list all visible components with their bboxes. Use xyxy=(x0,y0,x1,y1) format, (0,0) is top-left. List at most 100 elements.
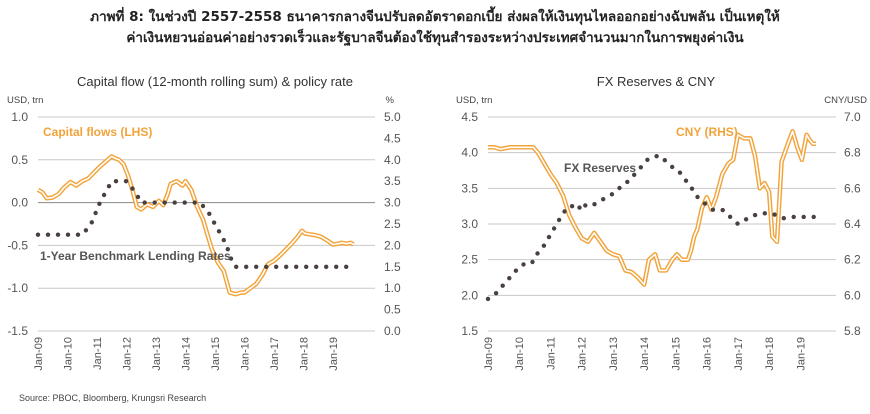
series-dot xyxy=(485,296,491,302)
x-tick-label: Jan-15 xyxy=(210,337,222,371)
series-dot xyxy=(601,197,606,202)
y-tick-label: 2.5 xyxy=(461,253,478,267)
series-dot xyxy=(546,234,552,240)
series-dot xyxy=(225,247,230,252)
series-dot xyxy=(89,220,95,225)
series-dot xyxy=(334,264,339,269)
series-dot xyxy=(83,228,89,233)
x-tick-label: Jan-18 xyxy=(298,337,310,371)
x-tick-label: Jan-14 xyxy=(639,337,651,371)
series-annotation: Capital flows (LHS) xyxy=(43,125,152,139)
series-dot xyxy=(569,204,575,209)
x-tick-label: Jan-16 xyxy=(239,337,251,371)
y-tick-label: 2.0 xyxy=(461,288,478,302)
series-dot xyxy=(513,268,519,273)
y2-tick-label: 6.8 xyxy=(844,146,861,160)
right-axis-label: % xyxy=(386,95,395,106)
series-dot xyxy=(772,212,777,217)
y2-tick-label: 2.5 xyxy=(384,217,401,231)
series-dot xyxy=(65,232,71,237)
y-tick-label: -0.5 xyxy=(7,238,28,252)
series-dot xyxy=(632,172,637,177)
series-dot xyxy=(113,179,119,184)
series-dot xyxy=(727,214,733,219)
series-dot xyxy=(625,179,630,185)
header-line-2: ค่าเงินหยวนอ่อนค่าอย่างรวดเร็วและรัฐบาลจ… xyxy=(126,30,744,46)
series-line-inner xyxy=(488,130,816,286)
y-tick-label: -1.0 xyxy=(7,281,28,295)
series-dot xyxy=(211,220,217,225)
series-dot xyxy=(583,203,588,208)
series-dot xyxy=(556,217,562,223)
y2-tick-label: 6.2 xyxy=(844,253,861,267)
series-dot xyxy=(314,264,319,269)
series-dot xyxy=(254,264,259,269)
x-tick-label: Jan-12 xyxy=(121,337,133,371)
series-dot xyxy=(55,232,61,237)
series-line-inner xyxy=(37,155,354,296)
header-line-1: ภาพที่ 8: ในช่วงปี 2557-2558 ธนาคารกลางจ… xyxy=(90,9,780,25)
y-tick-label: 1.5 xyxy=(461,324,478,338)
chart-title: FX Reserves & CNY xyxy=(597,74,716,89)
series-dot xyxy=(45,232,51,237)
series-dot xyxy=(162,200,167,205)
y2-tick-label: 5.8 xyxy=(844,324,861,338)
y2-tick-label: 5.0 xyxy=(384,110,401,124)
x-tick-label: Jan-16 xyxy=(702,337,714,371)
series-dot xyxy=(801,214,806,220)
y-tick-label: 3.0 xyxy=(461,217,478,231)
y2-tick-label: 4.5 xyxy=(384,131,401,145)
x-tick-label: Jan-11 xyxy=(545,337,557,370)
y-tick-label: 4.0 xyxy=(461,146,478,160)
series-dot xyxy=(702,201,708,206)
series-dot xyxy=(207,211,212,216)
x-tick-label: Jan-10 xyxy=(62,337,74,371)
series-dot xyxy=(182,200,187,205)
series-dot xyxy=(551,226,557,231)
x-tick-label: Jan-17 xyxy=(269,337,281,371)
series-dot xyxy=(493,291,499,296)
series-dot xyxy=(689,186,695,191)
y2-tick-label: 0.0 xyxy=(384,324,401,338)
series-dot xyxy=(234,264,239,269)
x-tick-label: Jan-09 xyxy=(483,337,495,371)
series-dot xyxy=(135,194,141,200)
series-dot xyxy=(743,217,749,222)
x-tick-label: Jan-14 xyxy=(180,337,192,371)
series-dot xyxy=(130,186,135,191)
source-note: Source: PBOC, Bloomberg, Krungsri Resear… xyxy=(19,393,207,403)
x-tick-label: Jan-15 xyxy=(670,337,682,371)
series-dot xyxy=(752,212,758,218)
series-dot xyxy=(530,259,535,265)
y2-tick-label: 6.4 xyxy=(844,217,861,231)
series-dot xyxy=(244,264,249,269)
series-dot xyxy=(677,170,683,175)
series-dot xyxy=(274,264,279,269)
series-dot xyxy=(101,192,107,198)
series-dot xyxy=(617,185,622,191)
series-dot xyxy=(200,203,206,209)
series-dot xyxy=(541,243,547,248)
series-dot xyxy=(781,216,786,221)
series-dot xyxy=(152,200,157,205)
series-dot xyxy=(662,158,667,163)
series-dot xyxy=(811,214,816,220)
series-dot xyxy=(638,165,643,170)
y2-tick-label: 6.6 xyxy=(844,181,861,195)
series-dot xyxy=(284,264,289,269)
series-dot xyxy=(294,264,299,269)
y-tick-label: 0.5 xyxy=(11,153,28,167)
x-tick-label: Jan-19 xyxy=(795,337,807,371)
series-dot xyxy=(654,154,659,159)
series-dot xyxy=(720,207,725,213)
y2-tick-label: 0.5 xyxy=(384,303,401,317)
y-tick-label: 1.0 xyxy=(11,110,28,124)
series-dot xyxy=(93,210,98,216)
series-dot xyxy=(645,157,650,162)
series-dot xyxy=(535,251,540,256)
series-dot xyxy=(562,209,567,214)
chart-title: Capital flow (12-month rolling sum) & po… xyxy=(77,74,353,89)
right-axis-label: CNY/USD xyxy=(824,95,867,106)
series-dot xyxy=(324,264,329,269)
